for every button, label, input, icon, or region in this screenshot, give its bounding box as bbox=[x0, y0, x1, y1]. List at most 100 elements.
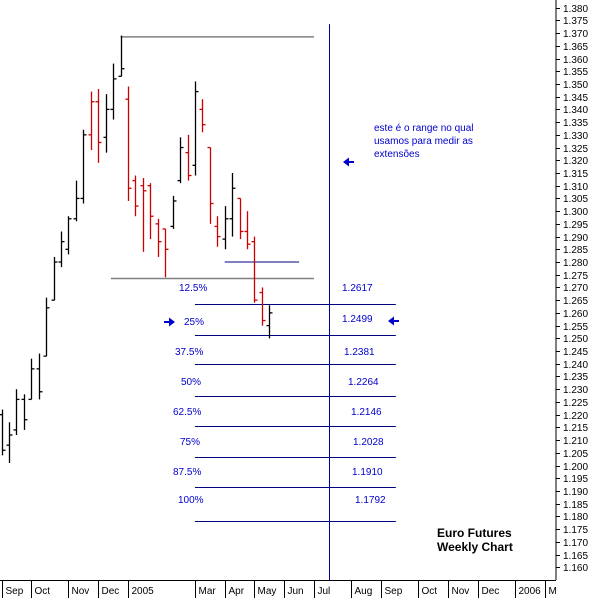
level-value-label: 1.2146 bbox=[351, 407, 382, 418]
ohlc-bar bbox=[73, 180, 80, 222]
level-percent-label: 25% bbox=[184, 317, 204, 328]
annotation-line: extensões bbox=[374, 149, 420, 160]
price-tick-label: 1.165 bbox=[563, 551, 588, 562]
price-tick-label: 1.255 bbox=[563, 322, 588, 333]
time-tick-label: Sep bbox=[385, 586, 403, 597]
time-tick-label: Nov bbox=[452, 586, 470, 597]
level-value-label: 1.2264 bbox=[348, 377, 379, 388]
ohlc-bar bbox=[237, 197, 244, 240]
ohlc-bar bbox=[95, 89, 102, 163]
ohlc-bar bbox=[80, 129, 87, 204]
arrows bbox=[164, 157, 399, 327]
ohlc-bar bbox=[140, 178, 147, 252]
price-tick-label: 1.260 bbox=[563, 309, 588, 320]
ohlc-bar bbox=[132, 175, 139, 217]
price-tick-label: 1.355 bbox=[563, 67, 588, 78]
level-value-label: 1.1792 bbox=[355, 495, 386, 506]
ohlc-bar bbox=[207, 146, 214, 224]
level-percent-label: 62.5% bbox=[173, 407, 201, 418]
ohlc-bar bbox=[259, 287, 266, 326]
ohlc-bar bbox=[28, 358, 35, 401]
level-percent-label: 87.5% bbox=[173, 467, 201, 478]
price-tick-label: 1.225 bbox=[563, 398, 588, 409]
time-tick-label: M bbox=[549, 586, 557, 597]
ohlc-bar bbox=[266, 305, 273, 339]
price-tick-label: 1.320 bbox=[563, 156, 588, 167]
ohlc-bar bbox=[147, 183, 154, 240]
price-tick-label: 1.340 bbox=[563, 105, 588, 116]
ohlc-bar bbox=[43, 297, 50, 357]
price-tick-label: 1.175 bbox=[563, 525, 588, 536]
price-bars bbox=[0, 35, 273, 463]
level-percent-label: 75% bbox=[180, 437, 200, 448]
arrow-head bbox=[169, 317, 175, 327]
price-tick-label: 1.240 bbox=[563, 360, 588, 371]
price-tick-label: 1.270 bbox=[563, 283, 588, 294]
ohlc-bar bbox=[36, 353, 43, 400]
time-tick-label: 2005 bbox=[132, 586, 155, 597]
time-tick-label: 2006 bbox=[519, 586, 542, 597]
time-tick-label: Aug bbox=[355, 586, 373, 597]
time-tick-label: Oct bbox=[35, 586, 51, 597]
price-tick-label: 1.190 bbox=[563, 487, 588, 498]
price-tick-label: 1.305 bbox=[563, 194, 588, 205]
price-tick-label: 1.370 bbox=[563, 29, 588, 40]
price-tick-label: 1.200 bbox=[563, 462, 588, 473]
ohlc-bar bbox=[229, 172, 236, 237]
ohlc-bar bbox=[13, 389, 20, 435]
ohlc-bar bbox=[51, 256, 58, 301]
price-tick-label: 1.290 bbox=[563, 233, 588, 244]
ohlc-bar bbox=[118, 35, 125, 77]
level-labels: 12.5% 1.2617 25% 1.2499 37.5% 1.2381 50% 1.2264… bbox=[173, 283, 386, 506]
price-tick-label: 1.195 bbox=[563, 474, 588, 485]
level-percent-label: 50% bbox=[181, 377, 201, 388]
time-tick-label: Jun bbox=[288, 586, 304, 597]
time-tick-label: Nov bbox=[72, 586, 90, 597]
price-tick-label: 1.235 bbox=[563, 372, 588, 383]
time-tick-label: May bbox=[258, 586, 277, 597]
ohlc-bar bbox=[192, 81, 199, 176]
ohlc-bar bbox=[222, 206, 229, 250]
price-tick-label: 1.300 bbox=[563, 207, 588, 218]
price-tick-label: 1.185 bbox=[563, 500, 588, 511]
time-tick-label: Oct bbox=[422, 586, 438, 597]
ohlc-bar bbox=[199, 99, 206, 133]
right-marker-arrow-icon bbox=[388, 316, 399, 326]
price-tick-label: 1.275 bbox=[563, 271, 588, 282]
level-value-label: 1.2381 bbox=[344, 347, 375, 358]
level-percent-label: 100% bbox=[178, 495, 204, 506]
arrow-head bbox=[343, 157, 349, 167]
level-value-label: 1.2499 bbox=[342, 314, 373, 325]
annotations: este é o range no qual usamos para medir… bbox=[374, 123, 513, 554]
price-tick-label: 1.380 bbox=[563, 4, 588, 15]
time-axis: Sep Oct Nov Dec 2005 Mar Apr May Jun Jul Aug Sep Oct… bbox=[0, 580, 557, 598]
price-tick-label: 1.170 bbox=[563, 538, 588, 549]
time-tick-label: Apr bbox=[229, 586, 245, 597]
price-tick-label: 1.230 bbox=[563, 385, 588, 396]
price-tick-label: 1.160 bbox=[563, 563, 588, 574]
time-tick-label: Mar bbox=[199, 586, 217, 597]
ohlc-bar bbox=[21, 394, 28, 430]
price-tick-label: 1.360 bbox=[563, 55, 588, 66]
price-tick-label: 1.365 bbox=[563, 42, 588, 53]
price-tick-label: 1.220 bbox=[563, 411, 588, 422]
level-value-label: 1.1910 bbox=[352, 467, 383, 478]
price-tick-label: 1.210 bbox=[563, 436, 588, 447]
price-tick-label: 1.295 bbox=[563, 220, 588, 231]
price-tick-label: 1.335 bbox=[563, 118, 588, 129]
ohlc-bar bbox=[244, 211, 251, 250]
price-tick-label: 1.350 bbox=[563, 80, 588, 91]
ohlc-bar bbox=[162, 228, 169, 278]
ohlc-bar bbox=[251, 236, 258, 303]
ohlc-bar bbox=[177, 137, 184, 184]
annotation-line: este é o range no qual bbox=[374, 123, 474, 134]
price-tick-label: 1.375 bbox=[563, 16, 588, 27]
ohlc-bar bbox=[103, 94, 110, 153]
ohlc-bar bbox=[110, 63, 117, 120]
ohlc-bar bbox=[185, 134, 192, 181]
ohlc-bar bbox=[6, 422, 13, 463]
level-percent-label: 12.5% bbox=[179, 283, 207, 294]
ohlc-bar bbox=[88, 91, 95, 151]
ohlc-bar bbox=[155, 218, 162, 257]
